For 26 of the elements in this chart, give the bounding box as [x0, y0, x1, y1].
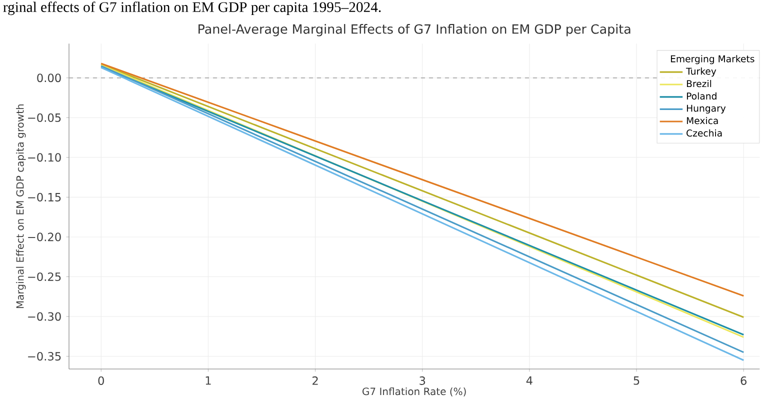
legend-label: Hungary: [686, 104, 726, 114]
y-tick-label: −0.20: [28, 232, 61, 242]
x-tick-label: 1: [206, 376, 211, 385]
y-tick-label: −0.25: [28, 272, 61, 282]
x-tick-label: 4: [526, 376, 532, 385]
legend-title: Emerging Markets: [670, 55, 754, 64]
y-tick-label: −0.15: [28, 192, 61, 202]
legend-label: Brezil: [686, 80, 712, 88]
y-tick-label: −0.10: [28, 153, 61, 162]
legend-label: Turkey: [686, 68, 716, 77]
y-tick-label: −0.30: [28, 312, 61, 321]
legend-label: Czechia: [686, 129, 722, 137]
chart-title: Panel-Average Marginal Effects of G7 Inflation on EM GDP per Capita: [198, 24, 630, 36]
x-tick-label: 2: [312, 376, 318, 385]
x-tick-label: 5: [634, 376, 640, 385]
x-tick-label: 0: [98, 376, 104, 385]
legend-label: Poland: [686, 92, 716, 100]
x-axis-title: G7 Inflation Rate (%): [362, 387, 466, 396]
y-tick-label: −0.05: [28, 113, 61, 122]
x-tick-label: 6: [740, 376, 747, 385]
y-axis-title: Marginal Effect on EM GDP capita growth: [16, 104, 26, 308]
y-tick-label: 0.00: [37, 74, 61, 82]
x-tick-label: 3: [420, 376, 426, 385]
y-tick-label: −0.35: [28, 352, 61, 361]
legend-label: Mexica: [686, 116, 718, 124]
text: rginal effects of G7 inflation on EM GDP per capita 1995–2024.: [3, 2, 381, 16]
